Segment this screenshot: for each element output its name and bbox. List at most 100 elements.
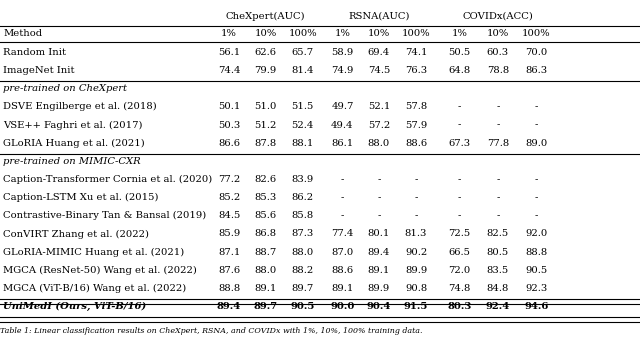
Text: 57.8: 57.8 (405, 102, 427, 111)
Text: GLoRIA-MIMIC Huang et al. (2021): GLoRIA-MIMIC Huang et al. (2021) (3, 247, 184, 257)
Text: 52.4: 52.4 (292, 121, 314, 129)
Text: -: - (458, 102, 461, 111)
Text: CheXpert(AUC): CheXpert(AUC) (226, 12, 305, 21)
Text: 1%: 1% (335, 29, 350, 38)
Text: 57.9: 57.9 (405, 121, 427, 129)
Text: 74.5: 74.5 (368, 66, 390, 75)
Text: RSNA(AUC): RSNA(AUC) (348, 12, 410, 21)
Text: 87.3: 87.3 (292, 230, 314, 238)
Text: 79.9: 79.9 (255, 66, 276, 75)
Text: 72.0: 72.0 (449, 266, 470, 275)
Text: 88.8: 88.8 (218, 284, 240, 293)
Text: Contrastive-Binary Tan & Bansal (2019): Contrastive-Binary Tan & Bansal (2019) (3, 211, 207, 220)
Text: 65.7: 65.7 (292, 48, 314, 57)
Text: -: - (458, 175, 461, 184)
Text: -: - (496, 102, 500, 111)
Text: 77.2: 77.2 (218, 175, 240, 184)
Text: 91.5: 91.5 (404, 302, 428, 311)
Text: 67.3: 67.3 (449, 139, 470, 148)
Text: 66.5: 66.5 (449, 248, 470, 257)
Text: 86.3: 86.3 (525, 66, 547, 75)
Text: -: - (458, 121, 461, 129)
Text: 10%: 10% (368, 29, 390, 38)
Text: 49.7: 49.7 (332, 102, 353, 111)
Text: DSVE Engilberge et al. (2018): DSVE Engilberge et al. (2018) (3, 102, 157, 112)
Text: 76.3: 76.3 (405, 66, 427, 75)
Text: 57.2: 57.2 (368, 121, 390, 129)
Text: -: - (534, 193, 538, 202)
Text: 80.1: 80.1 (368, 230, 390, 238)
Text: -: - (377, 193, 381, 202)
Text: 89.7: 89.7 (253, 302, 278, 311)
Text: 100%: 100% (289, 29, 317, 38)
Text: 92.3: 92.3 (525, 284, 547, 293)
Text: 60.3: 60.3 (487, 48, 509, 57)
Text: 74.8: 74.8 (449, 284, 470, 293)
Text: 94.6: 94.6 (524, 302, 548, 311)
Text: 92.0: 92.0 (525, 230, 547, 238)
Text: 90.5: 90.5 (525, 266, 547, 275)
Text: 88.6: 88.6 (405, 139, 427, 148)
Text: 83.5: 83.5 (487, 266, 509, 275)
Text: Caption-Transformer Cornia et al. (2020): Caption-Transformer Cornia et al. (2020) (3, 175, 212, 184)
Text: 51.5: 51.5 (292, 102, 314, 111)
Text: -: - (534, 211, 538, 220)
Text: 88.2: 88.2 (292, 266, 314, 275)
Text: 84.8: 84.8 (487, 284, 509, 293)
Text: GLoRIA Huang et al. (2021): GLoRIA Huang et al. (2021) (3, 139, 145, 148)
Text: -: - (414, 211, 418, 220)
Text: 88.0: 88.0 (255, 266, 276, 275)
Text: 87.1: 87.1 (218, 248, 240, 257)
Text: 52.1: 52.1 (368, 102, 390, 111)
Text: 82.6: 82.6 (255, 175, 276, 184)
Text: 89.9: 89.9 (368, 284, 390, 293)
Text: 100%: 100% (522, 29, 550, 38)
Text: -: - (496, 175, 500, 184)
Text: 81.3: 81.3 (405, 230, 427, 238)
Text: 90.5: 90.5 (291, 302, 315, 311)
Text: 85.9: 85.9 (218, 230, 240, 238)
Text: MGCA (ViT-B/16) Wang et al. (2022): MGCA (ViT-B/16) Wang et al. (2022) (3, 284, 186, 293)
Text: -: - (534, 102, 538, 111)
Text: 87.0: 87.0 (332, 248, 353, 257)
Text: -: - (496, 193, 500, 202)
Text: -: - (496, 121, 500, 129)
Text: 100%: 100% (402, 29, 430, 38)
Text: 51.2: 51.2 (255, 121, 276, 129)
Text: -: - (414, 175, 418, 184)
Text: 85.6: 85.6 (255, 211, 276, 220)
Text: 88.8: 88.8 (525, 248, 547, 257)
Text: pre-trained on MIMIC-CXR: pre-trained on MIMIC-CXR (3, 157, 141, 166)
Text: -: - (414, 193, 418, 202)
Text: Method: Method (3, 29, 42, 38)
Text: 89.0: 89.0 (525, 139, 547, 148)
Text: 88.7: 88.7 (255, 248, 276, 257)
Text: MGCA (ResNet-50) Wang et al. (2022): MGCA (ResNet-50) Wang et al. (2022) (3, 266, 197, 275)
Text: 80.3: 80.3 (447, 302, 472, 311)
Text: 88.0: 88.0 (368, 139, 390, 148)
Text: 50.3: 50.3 (218, 121, 240, 129)
Text: -: - (534, 121, 538, 129)
Text: 86.6: 86.6 (218, 139, 240, 148)
Text: 78.8: 78.8 (487, 66, 509, 75)
Text: ImageNet Init: ImageNet Init (3, 66, 75, 75)
Text: 74.1: 74.1 (404, 48, 428, 57)
Text: 90.2: 90.2 (405, 248, 427, 257)
Text: ConVIRT Zhang et al. (2022): ConVIRT Zhang et al. (2022) (3, 230, 149, 239)
Text: 89.1: 89.1 (332, 284, 353, 293)
Text: 56.1: 56.1 (218, 48, 240, 57)
Text: 1%: 1% (452, 29, 467, 38)
Text: -: - (458, 211, 461, 220)
Text: 86.2: 86.2 (292, 193, 314, 202)
Text: -: - (340, 175, 344, 184)
Text: COVIDx(ACC): COVIDx(ACC) (463, 12, 533, 21)
Text: 87.8: 87.8 (255, 139, 276, 148)
Text: 89.7: 89.7 (292, 284, 314, 293)
Text: 51.0: 51.0 (255, 102, 276, 111)
Text: 49.4: 49.4 (331, 121, 354, 129)
Text: -: - (458, 193, 461, 202)
Text: 83.9: 83.9 (292, 175, 314, 184)
Text: 72.5: 72.5 (449, 230, 470, 238)
Text: 1%: 1% (221, 29, 237, 38)
Text: 69.4: 69.4 (368, 48, 390, 57)
